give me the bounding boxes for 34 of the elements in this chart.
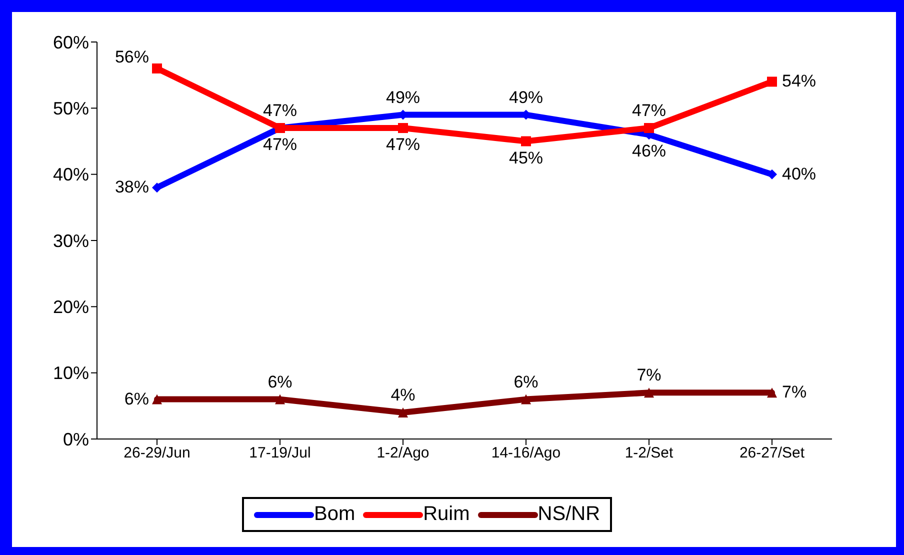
data-label: 54% xyxy=(782,72,816,91)
data-label: 7% xyxy=(782,382,807,402)
x-tick-label: 26-29/Jun xyxy=(124,444,190,462)
x-tick-label: 14-16/Ago xyxy=(491,444,561,462)
legend-label: Ruim xyxy=(423,503,470,526)
data-label: 49% xyxy=(508,88,544,107)
x-tick-label: 17-19/Jul xyxy=(249,444,311,462)
x-tick-label: 1-2/Set xyxy=(624,444,674,462)
y-tick-label: 50% xyxy=(52,98,89,119)
data-label: 45% xyxy=(508,148,544,168)
data-label: 6% xyxy=(268,372,292,392)
data-label: 38% xyxy=(114,178,149,197)
data-label: 6% xyxy=(124,389,149,408)
y-tick-label: 10% xyxy=(52,363,89,384)
data-label: 46% xyxy=(632,142,666,161)
data-label: 56% xyxy=(114,47,149,66)
y-tick-label: 0% xyxy=(62,429,89,450)
y-tick-label: 30% xyxy=(52,230,89,251)
data-label: 47% xyxy=(632,101,666,120)
data-label: 47% xyxy=(386,135,420,154)
data-label: 40% xyxy=(782,164,816,184)
data-label: 6% xyxy=(514,372,538,392)
data-label: 7% xyxy=(636,366,662,385)
data-label: 49% xyxy=(386,88,420,107)
legend-label: Bom xyxy=(314,503,356,526)
data-label: 47% xyxy=(262,135,298,154)
y-tick-label: 40% xyxy=(52,164,89,185)
x-tick-label: 1-2/Ago xyxy=(376,444,430,462)
data-label: 4% xyxy=(390,386,416,405)
y-tick-label: 60% xyxy=(52,32,89,52)
legend-label: NS/NR xyxy=(538,503,600,526)
x-tick-label: 26-27/Set xyxy=(739,444,806,462)
y-tick-label: 20% xyxy=(52,297,89,318)
data-label: 47% xyxy=(262,101,298,120)
